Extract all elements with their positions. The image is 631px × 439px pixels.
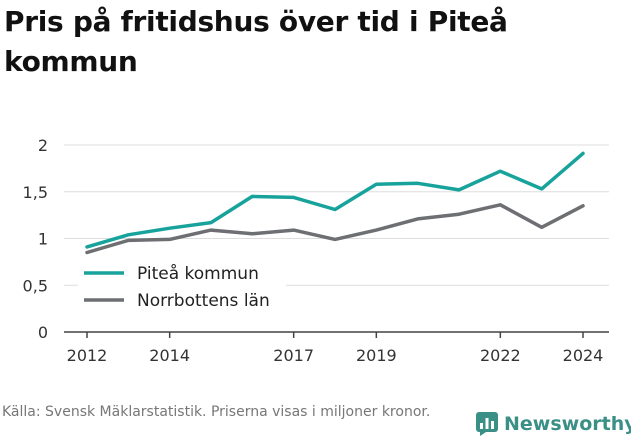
y-tick-label: 1,5 — [23, 183, 48, 202]
y-tick-label: 1 — [38, 230, 48, 249]
x-tick-label: 2022 — [480, 346, 521, 365]
legend: Piteå kommun Norrbottens län — [78, 259, 286, 319]
newsworthy-logo[interactable]: Newsworthy — [476, 410, 631, 438]
chart-title: Pris på fritidshus över tid i Piteå komm… — [4, 5, 508, 78]
series-lines — [85, 151, 585, 255]
y-tick-label: 2 — [38, 136, 48, 155]
legend-background — [78, 259, 286, 319]
legend-label: Norrbottens län — [137, 291, 270, 311]
y-tick-label: 0 — [38, 323, 48, 342]
y-tick-label: 0,5 — [23, 276, 48, 295]
series-line-piteå-kommun — [85, 151, 585, 249]
brand-name: Newsworthy — [504, 413, 631, 435]
x-axis-tick-labels: 2012 2014 2017 2019 2022 2024 — [67, 332, 604, 365]
bar-chart-logo-icon — [476, 412, 498, 436]
series-line-norrbottens-län — [85, 203, 585, 255]
x-tick-label: 2012 — [67, 346, 108, 365]
x-tick-label: 2019 — [356, 346, 397, 365]
y-axis-tick-labels: 0 0,5 1 1,5 2 — [23, 136, 48, 342]
x-tick-label: 2014 — [149, 346, 190, 365]
x-tick-label: 2024 — [563, 346, 604, 365]
source-note: Källa: Svensk Mäklarstatistik. Priserna … — [2, 404, 431, 420]
x-tick-label: 2017 — [273, 346, 314, 365]
legend-label: Piteå kommun — [137, 263, 259, 284]
